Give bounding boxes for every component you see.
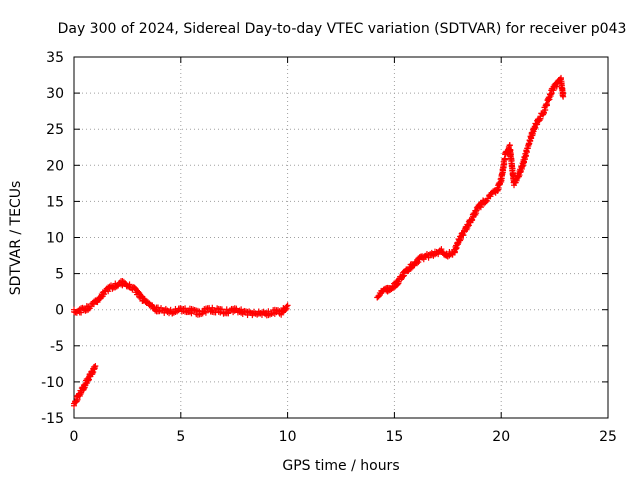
y-tick-label: 30 xyxy=(46,86,64,102)
data-points xyxy=(71,74,567,409)
data-point xyxy=(560,93,567,100)
y-tick-label: 20 xyxy=(46,158,64,174)
y-tick-label: -5 xyxy=(50,339,64,355)
data-point xyxy=(487,193,494,200)
data-point xyxy=(483,198,490,205)
data-point xyxy=(534,121,541,128)
y-tick-label: 5 xyxy=(55,267,64,283)
data-point xyxy=(513,177,520,184)
data-point xyxy=(543,101,550,108)
y-tick-label: 35 xyxy=(46,50,64,66)
data-point xyxy=(494,187,501,194)
data-point xyxy=(414,260,421,267)
y-tick-label: 25 xyxy=(46,122,64,138)
data-point xyxy=(401,272,408,279)
y-tick-label: 15 xyxy=(46,194,64,210)
data-point xyxy=(457,236,464,243)
chart-title: Day 300 of 2024, Sidereal Day-to-day VTE… xyxy=(58,21,627,37)
y-tick-label: 0 xyxy=(55,303,64,319)
data-point xyxy=(92,363,99,370)
grid-lines xyxy=(74,57,608,418)
y-tick-label: -15 xyxy=(41,411,64,427)
x-tick-label: 20 xyxy=(492,429,510,445)
data-point xyxy=(473,210,480,217)
y-tick-label: 10 xyxy=(46,231,64,247)
data-point xyxy=(537,115,544,122)
data-point xyxy=(542,107,549,114)
data-point xyxy=(516,172,523,179)
data-point xyxy=(399,273,406,280)
data-point xyxy=(85,306,92,313)
data-point xyxy=(454,240,461,247)
y-tick-label: -10 xyxy=(41,375,64,391)
data-point xyxy=(284,302,291,309)
x-axis-label: GPS time / hours xyxy=(282,458,399,474)
x-tick-label: 10 xyxy=(279,429,297,445)
x-tick-label: 5 xyxy=(176,429,185,445)
data-point xyxy=(520,159,527,166)
data-point xyxy=(477,204,484,211)
data-point xyxy=(451,249,458,256)
x-tick-label: 15 xyxy=(385,429,403,445)
data-point xyxy=(74,396,81,403)
data-point xyxy=(415,259,422,266)
x-tick-label: 0 xyxy=(70,429,79,445)
axis-ticks: 0 5 10 15 20 25 -15 -10 -5 0 5 10 15 20 25 30 35 xyxy=(41,50,617,445)
data-point xyxy=(438,246,445,253)
data-point xyxy=(282,306,289,313)
data-point xyxy=(495,184,502,191)
data-point xyxy=(71,402,77,409)
data-point xyxy=(283,303,290,310)
data-point xyxy=(460,232,467,239)
data-point xyxy=(278,311,285,318)
data-point xyxy=(521,156,528,163)
data-point xyxy=(540,110,547,117)
x-tick-label: 25 xyxy=(599,429,617,445)
y-axis-label: SDTVAR / TECUs xyxy=(8,181,24,296)
data-point xyxy=(395,280,402,287)
data-point xyxy=(517,168,524,175)
